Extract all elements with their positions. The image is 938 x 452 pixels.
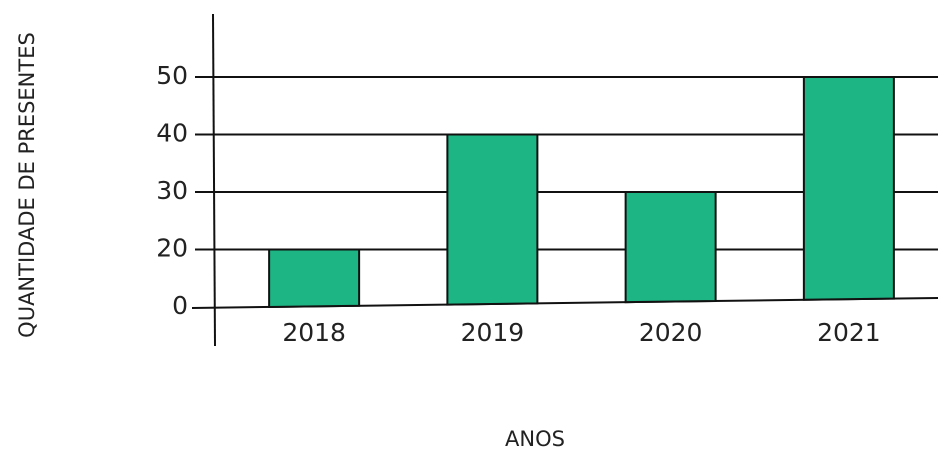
y-tick-label: 0 [172,291,188,320]
y-tick-label: 40 [156,119,188,148]
bar [624,191,717,304]
y-axis [212,13,216,347]
y-tick-label: 30 [156,176,188,205]
bar [802,76,895,301]
x-tick-label: 2021 [817,318,881,347]
x-tick-label: 2019 [461,318,525,347]
y-tick-label: 50 [156,61,188,90]
y-tick-label: 20 [156,234,188,263]
x-axis-label: ANOS [505,427,565,451]
bar [268,248,361,308]
bar [446,133,539,306]
y-axis-label: QUANTIDADE DE PRESENTES [15,32,39,338]
x-tick-label: 2018 [282,318,346,347]
x-tick-label: 2020 [639,318,703,347]
